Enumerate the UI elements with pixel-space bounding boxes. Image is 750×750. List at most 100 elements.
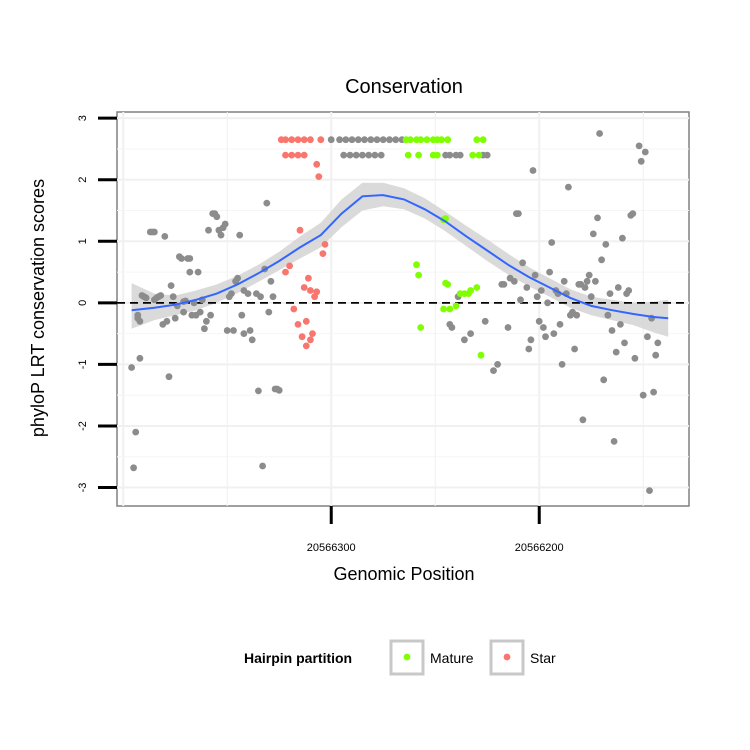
point-other xyxy=(519,259,526,267)
point-other xyxy=(234,274,242,282)
point-other xyxy=(510,277,518,285)
point-other xyxy=(654,339,662,347)
point-star xyxy=(298,333,306,341)
point-mature xyxy=(404,151,412,159)
point-star xyxy=(302,342,310,350)
x-axis-title: Genomic Position xyxy=(333,564,474,584)
point-other xyxy=(585,271,593,279)
point-other xyxy=(542,333,549,341)
point-other xyxy=(631,354,639,362)
point-other xyxy=(644,333,651,341)
point-star xyxy=(305,274,312,282)
point-other xyxy=(205,226,212,234)
legend-label-mature: Mature xyxy=(430,650,474,666)
point-other xyxy=(236,231,244,239)
point-mature xyxy=(406,136,414,144)
point-other xyxy=(587,293,595,301)
point-other xyxy=(221,220,229,228)
x-tick-label: 20566200 xyxy=(515,542,564,554)
point-other xyxy=(128,364,136,371)
point-other xyxy=(365,151,373,159)
point-star xyxy=(290,305,298,313)
point-other xyxy=(650,388,657,396)
point-other xyxy=(602,241,610,248)
point-other xyxy=(255,387,262,395)
point-other xyxy=(132,428,140,436)
point-mature xyxy=(473,136,481,144)
point-other xyxy=(275,386,283,394)
point-other xyxy=(136,317,144,325)
point-mature xyxy=(479,136,487,144)
point-other xyxy=(342,136,350,144)
smooth-curve-layer xyxy=(131,194,669,320)
point-other xyxy=(483,151,491,159)
point-other xyxy=(540,324,547,331)
point-other xyxy=(621,339,628,347)
point-other xyxy=(373,136,381,144)
point-mature xyxy=(444,136,452,144)
point-star xyxy=(307,136,314,144)
y-tick-label: 3 xyxy=(77,115,89,121)
point-other xyxy=(565,183,572,191)
point-other xyxy=(265,308,273,316)
point-other xyxy=(461,336,468,344)
point-mature xyxy=(452,302,460,310)
point-other xyxy=(490,367,497,374)
point-other xyxy=(169,293,177,301)
point-other xyxy=(267,277,275,285)
point-other xyxy=(635,142,643,150)
legend-swatch-star xyxy=(503,653,511,661)
point-mature xyxy=(469,151,477,159)
point-other xyxy=(163,317,171,325)
chart-title: Conservation xyxy=(345,76,463,98)
point-other xyxy=(533,293,541,301)
point-other xyxy=(167,282,175,289)
point-other xyxy=(641,148,649,156)
point-star xyxy=(319,250,327,257)
point-other xyxy=(525,345,533,353)
point-other xyxy=(589,230,597,238)
point-other xyxy=(142,294,150,302)
point-other xyxy=(617,321,624,328)
legend-label-star: Star xyxy=(530,650,556,666)
point-other xyxy=(201,325,208,333)
y-tick-label: -2 xyxy=(77,421,89,431)
point-other xyxy=(592,277,599,285)
point-other xyxy=(340,151,348,159)
point-other xyxy=(606,290,614,297)
y-tick-label: 1 xyxy=(77,238,89,244)
point-other xyxy=(573,311,581,319)
point-other xyxy=(361,136,368,144)
point-other xyxy=(336,136,343,144)
point-other xyxy=(244,290,252,297)
point-mature xyxy=(473,284,481,291)
point-other xyxy=(625,287,633,294)
point-mature xyxy=(442,279,449,287)
point-other xyxy=(604,311,612,319)
points-layer xyxy=(128,130,662,494)
point-other xyxy=(354,136,362,144)
point-other xyxy=(136,354,144,362)
point-other xyxy=(203,317,210,325)
point-other xyxy=(346,151,354,159)
point-star xyxy=(294,321,302,328)
point-mature xyxy=(423,136,431,144)
point-star xyxy=(307,287,314,294)
point-other xyxy=(186,268,194,276)
point-other xyxy=(130,464,138,472)
point-other xyxy=(371,151,379,159)
point-other xyxy=(546,268,553,276)
point-other xyxy=(392,136,400,144)
y-axis: -3 -2 -1 0 1 2 3 xyxy=(77,115,117,492)
point-star xyxy=(300,151,308,159)
point-other xyxy=(550,330,558,337)
point-mature xyxy=(417,324,425,331)
point-other xyxy=(456,151,464,159)
point-other xyxy=(529,167,537,174)
point-other xyxy=(537,287,545,294)
point-other xyxy=(548,239,556,246)
point-star xyxy=(313,160,321,168)
point-mature xyxy=(433,151,441,159)
point-other xyxy=(583,277,591,285)
legend-item-star: Star xyxy=(489,639,556,676)
